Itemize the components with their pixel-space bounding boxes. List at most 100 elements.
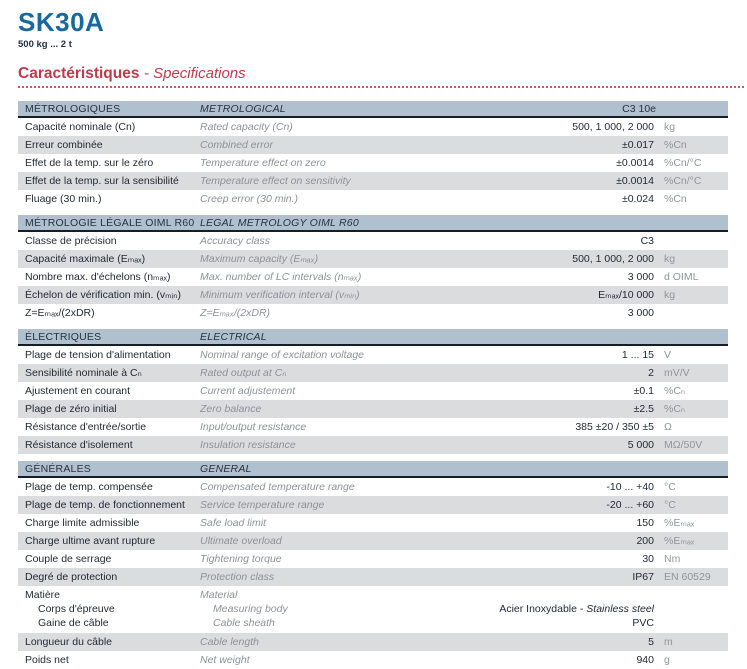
spec-label-en: Combined error [200,139,273,151]
spec-unit: MΩ/50V [664,439,703,451]
section-header-value [450,461,658,478]
spec-label-fr: Charge ultime avant rupture [25,535,156,547]
spec-label-en: Safe load limit [200,517,266,529]
material-item-en: Cable sheath [213,617,275,629]
spec-label-en: Temperature effect on zero [200,157,326,169]
section-header-spacer [658,215,728,232]
section-metrological: MÉTROLOGIQUES METROLOGICAL C3 10e Capaci… [18,101,728,208]
spec-label-fr: Plage de temp. de fonctionnement [25,499,185,511]
spec-label-fr: Erreur combinée [25,139,103,151]
table-row: Classe de précision Accuracy class C3 [18,232,728,250]
table-row: Plage de temp. compensée Compensated tem… [18,478,728,496]
table-row: Résistance d'isolement Insulation resist… [18,436,728,454]
section-header-spacer [658,461,728,478]
section-header: GÉNÉRALES GENERAL [18,461,728,478]
section-general: GÉNÉRALES GENERAL Plage de temp. compens… [18,461,728,669]
spec-unit: °C [664,481,676,493]
table-row: Effet de la temp. sur le zéro Temperatur… [18,154,728,172]
spec-label-fr: Poids net [25,654,69,666]
spec-value: 500, 1 000, 2 000 [572,253,654,265]
table-row: Plage de tension d'alimentation Nominal … [18,346,728,364]
spec-value: ±2.5 [633,403,654,415]
spec-label-fr: Couple de serrage [25,553,112,565]
section-title-en: METROLOGICAL [200,103,286,115]
spec-label-fr: Plage de zéro initial [25,403,117,415]
spec-unit: Nm [664,553,681,565]
spec-label-fr: Matière Corps d'épreuve Gaine de câble [18,588,200,630]
spec-unit: V [664,349,672,361]
spec-label-en: Temperature effect on sensitivity [200,175,351,187]
spec-label-fr: Effet de la temp. sur la sensibilité [25,175,179,187]
material-value-fr: Acier Inoxydable - [499,603,587,615]
section-title-en: GENERAL [200,463,252,475]
spec-label-fr: Capacité nominale (Cn) [25,121,136,133]
section-title-fr: MÉTROLOGIQUES [25,103,121,115]
spec-value: 2 [648,367,654,379]
spec-label-en: Material Measuring body Cable sheath [200,588,450,630]
section-header-value [450,329,658,346]
spec-unit [658,232,728,250]
spec-value: Acier Inoxydable - Stainless steel PVC [450,588,658,630]
spec-unit: °C [664,499,676,511]
section-title-fr: ÉLECTRIQUES [25,331,102,343]
spec-label-fr: Effet de la temp. sur le zéro [25,157,154,169]
spec-label-en: Rated capacity (Cn) [200,121,293,133]
spec-value: 5 [648,636,654,648]
spec-label-en: Max. number of LC intervals (nₘₐₓ) [200,271,362,283]
spec-label-fr: Résistance d'entrée/sortie [25,421,147,433]
section-header: MÉTROLOGIQUES METROLOGICAL C3 10e [18,101,728,118]
spec-label-en: Zero balance [200,403,262,415]
heading-english: - Specifications [143,65,246,82]
spec-label-en: Service temperature range [200,499,325,511]
spec-unit: g [664,654,670,666]
table-row-material: Matière Corps d'épreuve Gaine de câble M… [18,586,728,633]
spec-unit: d OIML [664,271,699,283]
spec-value: Eₘₐₓ/10 000 [598,289,654,301]
spec-unit [658,588,728,630]
spec-label-en: Input/output resistance [200,421,307,433]
spec-value: C3 [640,235,654,247]
spec-value: ±0.1 [633,385,654,397]
spec-label-en: Creep error (30 min.) [200,193,299,205]
spec-label-fr: Nombre max. d'échelons (nₘₐₓ) [25,271,171,283]
spec-label-en: Z=Eₘₐₓ/(2xDR) [200,307,271,319]
table-row: Plage de temp. de fonctionnement Service… [18,496,728,514]
spec-value: IP67 [632,571,654,583]
table-row: Nombre max. d'échelons (nₘₐₓ) Max. numbe… [18,268,728,286]
spec-table: MÉTROLOGIQUES METROLOGICAL C3 10e Capaci… [18,101,728,669]
spec-label-en: Tightening torque [200,553,282,565]
table-row: Sensibilité nominale à Cₙ Rated output a… [18,364,728,382]
heading-french: Caractéristiques [18,65,140,82]
spec-value: -10 ... +40 [606,481,654,493]
table-row: Z=Eₘₐₓ/(2xDR) Z=Eₘₐₓ/(2xDR) 3 000 [18,304,728,322]
spec-unit: %Cₙ [664,385,686,397]
spec-label-en: Maximum capacity (Eₘₐₓ) [200,253,319,265]
table-row: Degré de protection Protection class IP6… [18,568,728,586]
material-value-en: Stainless steel [586,603,654,615]
section-header: ÉLECTRIQUES ELECTRICAL [18,329,728,346]
spec-value: 150 [636,517,654,529]
spec-value: ±0.017 [621,139,654,151]
section-header-spacer [658,329,728,346]
capacity-range: 500 kg ... 2 t [18,39,72,50]
table-row: Charge ultime avant rupture Ultimate ove… [18,532,728,550]
spec-unit: kg [664,289,676,301]
spec-unit: kg [664,121,676,133]
section-header: MÉTROLOGIE LÉGALE OIML R60 LEGAL METROLO… [18,215,728,232]
spec-unit: EN 60529 [664,571,711,583]
spec-value: 5 000 [627,439,654,451]
spec-label-fr: Capacité maximale (Eₘₐₓ) [25,253,146,265]
table-row: Échelon de vérification min. (vₘᵢₙ) Mini… [18,286,728,304]
spec-label-en: Accuracy class [200,235,271,247]
spec-label-en: Current adjustement [200,385,296,397]
table-row: Plage de zéro initial Zero balance ±2.5 … [18,400,728,418]
spec-label-fr: Plage de tension d'alimentation [25,349,171,361]
section-legal-metrology: MÉTROLOGIE LÉGALE OIML R60 LEGAL METROLO… [18,215,728,322]
material-value-body: Acier Inoxydable - Stainless steel [450,602,654,616]
spec-unit: %Cn/°C [664,175,702,187]
spec-unit: kg [664,253,676,265]
material-value-sheath: PVC [632,617,654,629]
material-title-en: Material [200,589,238,601]
spec-unit [658,304,728,322]
